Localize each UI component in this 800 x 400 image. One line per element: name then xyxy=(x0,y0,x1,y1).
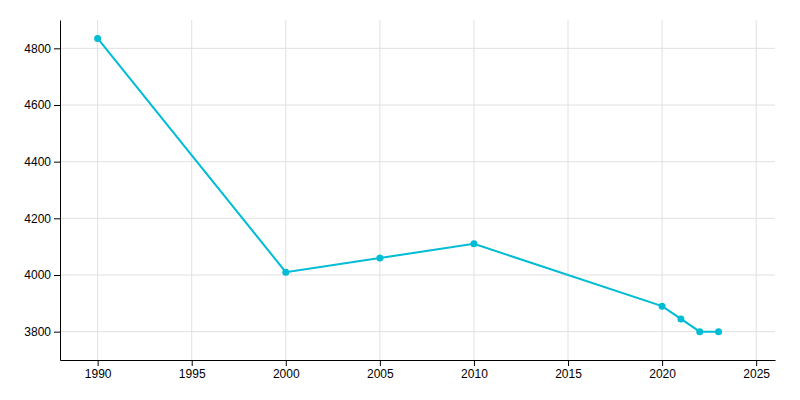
x-tick-mark xyxy=(568,360,569,366)
grid xyxy=(60,20,775,360)
x-grid-line xyxy=(473,20,474,360)
y-tick-mark xyxy=(54,48,60,49)
y-tick-label: 4800 xyxy=(24,42,51,56)
x-grid-line xyxy=(97,20,98,360)
x-tick: 2015 xyxy=(555,360,582,381)
y-tick-mark xyxy=(54,105,60,106)
x-tick-label: 2000 xyxy=(273,367,300,381)
y-tick-label: 4600 xyxy=(24,98,51,112)
x-tick-mark xyxy=(474,360,475,366)
y-grid-line xyxy=(60,105,775,106)
x-tick-mark xyxy=(662,360,663,366)
y-tick-label: 4200 xyxy=(24,212,51,226)
x-axis: 1990 1995 2000 2005 2010 2015 2020 2025 xyxy=(61,360,776,381)
y-grid-line xyxy=(60,218,775,219)
y-tick: 4200 xyxy=(24,212,60,226)
x-tick: 2025 xyxy=(743,360,770,381)
x-tick-label: 1995 xyxy=(179,367,206,381)
y-tick: 4000 xyxy=(24,268,60,282)
x-tick-label: 2020 xyxy=(649,367,676,381)
x-grid-line xyxy=(379,20,380,360)
y-tick: 4800 xyxy=(24,42,60,56)
x-tick-label: 2025 xyxy=(743,367,770,381)
x-tick: 1995 xyxy=(179,360,206,381)
y-grid-line xyxy=(60,331,775,332)
y-tick-mark xyxy=(54,218,60,219)
x-tick-mark xyxy=(380,360,381,366)
y-grid-line xyxy=(60,48,775,49)
x-tick: 2005 xyxy=(367,360,394,381)
x-tick-label: 1990 xyxy=(85,367,112,381)
x-tick-mark xyxy=(286,360,287,366)
x-tick-mark xyxy=(192,360,193,366)
y-tick: 4600 xyxy=(24,98,60,112)
y-tick-label: 3800 xyxy=(24,325,51,339)
x-tick-mark xyxy=(98,360,99,366)
marks xyxy=(94,35,722,335)
y-tick-label: 4000 xyxy=(24,268,51,282)
point xyxy=(715,328,722,335)
line xyxy=(98,38,719,331)
point xyxy=(94,35,101,42)
y-axis: 3800 4000 4200 4400 4600 4800 xyxy=(24,21,60,361)
y-axis-line xyxy=(60,21,61,361)
y-tick-mark xyxy=(54,332,60,333)
x-tick-label: 2010 xyxy=(461,367,488,381)
x-grid-line xyxy=(191,20,192,360)
x-grid-line xyxy=(285,20,286,360)
point xyxy=(376,255,383,262)
y-tick-mark xyxy=(54,275,60,276)
plot-area: 1990 1995 2000 2005 2010 2015 2020 2025 3800 4000… xyxy=(24,20,775,381)
point xyxy=(677,315,684,322)
x-tick-label: 2005 xyxy=(367,367,394,381)
x-tick: 2020 xyxy=(649,360,676,381)
y-tick: 4400 xyxy=(24,155,60,169)
y-tick: 3800 xyxy=(24,325,60,339)
x-tick-label: 2015 xyxy=(555,367,582,381)
y-grid-line xyxy=(60,275,775,276)
x-tick: 1990 xyxy=(85,360,112,381)
point xyxy=(470,240,477,247)
chart: 1990 1995 2000 2005 2010 2015 2020 2025 3800 4000… xyxy=(0,0,800,400)
x-axis-line xyxy=(61,360,776,361)
point xyxy=(696,328,703,335)
y-tick-mark xyxy=(54,162,60,163)
x-tick-mark xyxy=(756,360,757,366)
point xyxy=(282,269,289,276)
point xyxy=(659,303,666,310)
y-tick-label: 4400 xyxy=(24,155,51,169)
x-tick: 2010 xyxy=(461,360,488,381)
y-grid-line xyxy=(60,161,775,162)
x-grid-line xyxy=(568,20,569,360)
x-tick: 2000 xyxy=(273,360,300,381)
x-grid-line xyxy=(756,20,757,360)
